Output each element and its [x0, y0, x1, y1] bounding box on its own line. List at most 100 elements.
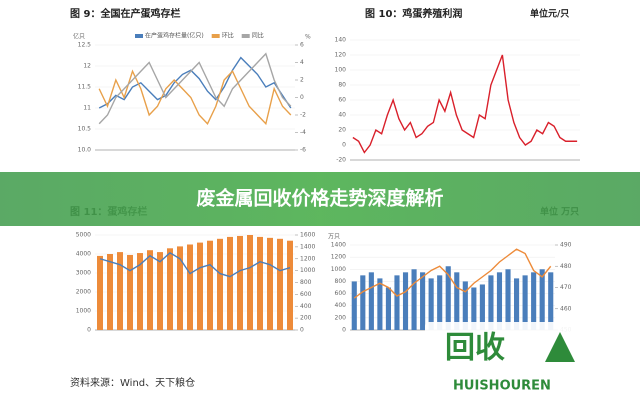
bar: [514, 278, 520, 330]
y-tick-label: 120: [335, 52, 347, 59]
bar: [437, 275, 443, 330]
y2-tick-label: 400: [300, 303, 312, 310]
y-tick-label: 0: [342, 327, 346, 334]
bar: [177, 246, 183, 330]
y2-tick-label: 600: [300, 291, 312, 298]
banner-title: 废金属回收价格走势深度解析: [196, 187, 443, 210]
bar: [351, 281, 357, 330]
bar: [402, 272, 409, 330]
y2-tick-label: 200: [300, 315, 312, 322]
y-tick-label: 0: [342, 142, 346, 149]
bar: [539, 269, 545, 330]
y-tick-label: 80: [338, 82, 346, 89]
bar: [462, 281, 468, 330]
y2-tick-label: 4: [300, 59, 304, 66]
y-tick-label: 20: [338, 127, 346, 134]
bar: [411, 269, 417, 330]
bar: [445, 266, 451, 330]
bar: [167, 248, 173, 330]
y-tick-label: 12.5: [78, 42, 92, 49]
y-tick-label: 800: [335, 278, 347, 285]
bar: [479, 284, 485, 330]
chart-title: 图 9：全国在产蛋鸡存栏: [70, 7, 180, 20]
bar: [377, 278, 383, 330]
bar: [277, 238, 283, 330]
y2-tick-label: 0: [300, 327, 304, 334]
logo: 回收 HUISHOUREN: [425, 322, 580, 394]
y-axis-label: 亿只: [73, 33, 85, 41]
y2-tick-label: -4: [300, 129, 306, 136]
legend-label: 环比: [222, 32, 234, 40]
legend-swatch: [135, 34, 143, 38]
y2-tick-label: -6: [300, 147, 306, 154]
y-tick-label: 10.0: [78, 147, 92, 154]
bar: [496, 272, 503, 330]
y2-tick-label: 6: [300, 42, 304, 49]
y2-tick-label: 1200: [300, 255, 315, 262]
legend-label: 在产蛋鸡存栏量(亿只): [145, 32, 204, 40]
y-tick-label: 5000: [76, 232, 91, 239]
bar: [137, 253, 143, 330]
line: [352, 54, 578, 154]
chart-title: 图 10：鸡蛋养殖利润: [365, 7, 462, 20]
bar: [522, 275, 528, 330]
bar: [267, 237, 273, 330]
y-tick-label: 60: [338, 97, 346, 104]
bar: [217, 238, 223, 330]
bar: [360, 275, 366, 330]
y2-tick-label: 1400: [300, 243, 315, 250]
y-tick-label: 11.5: [78, 84, 92, 91]
y-tick-label: 1000: [331, 266, 346, 273]
line: [353, 248, 552, 299]
bar: [488, 275, 494, 330]
bar: [207, 240, 213, 330]
bar: [454, 272, 460, 330]
logo-box: [425, 322, 580, 374]
y-tick-label: 1000: [76, 308, 91, 315]
y2-tick-label: 2: [300, 77, 304, 84]
y-tick-label: 400: [335, 302, 347, 309]
y-tick-label: -20: [336, 157, 346, 164]
y2-tick-label: 490: [560, 242, 572, 249]
bar: [428, 278, 434, 330]
legend-swatch: [211, 34, 220, 38]
bar: [227, 236, 233, 330]
y-tick-label: 3000: [76, 270, 91, 277]
y2-tick-label: 480: [560, 263, 572, 270]
unit-label: 单位元/只: [530, 8, 569, 20]
bar: [471, 287, 477, 330]
line: [98, 56, 292, 109]
bar: [157, 252, 163, 330]
y-tick-label: 2000: [76, 289, 91, 296]
banner: [0, 172, 640, 226]
bar: [97, 255, 103, 330]
bar: [107, 254, 113, 330]
y2-tick-label: -2: [300, 112, 306, 119]
y2-tick-label: 1600: [300, 232, 315, 239]
bar: [187, 244, 193, 330]
y2-axis-label: %: [305, 34, 311, 41]
bar: [147, 250, 153, 330]
bar: [237, 235, 243, 330]
bar: [368, 272, 374, 330]
y-tick-label: 140: [335, 37, 347, 44]
bar: [287, 240, 293, 330]
y2-tick-label: 470: [560, 284, 572, 291]
legend-label: 同比: [252, 32, 264, 40]
y-tick-label: 1400: [331, 242, 346, 249]
logo-subtext: HUISHOUREN: [453, 379, 551, 394]
y-tick-label: 11: [83, 105, 91, 112]
bar: [505, 269, 511, 330]
y-tick-label: 4000: [76, 251, 91, 258]
y-tick-label: 600: [335, 290, 347, 297]
bar: [548, 272, 554, 330]
bar: [531, 272, 537, 330]
y2-tick-label: 0: [300, 94, 304, 101]
y-tick-label: 40: [338, 112, 346, 119]
bar: [247, 235, 253, 330]
y-tick-label: 100: [335, 67, 347, 74]
bar: [385, 287, 391, 330]
y-tick-label: 1200: [331, 254, 346, 261]
